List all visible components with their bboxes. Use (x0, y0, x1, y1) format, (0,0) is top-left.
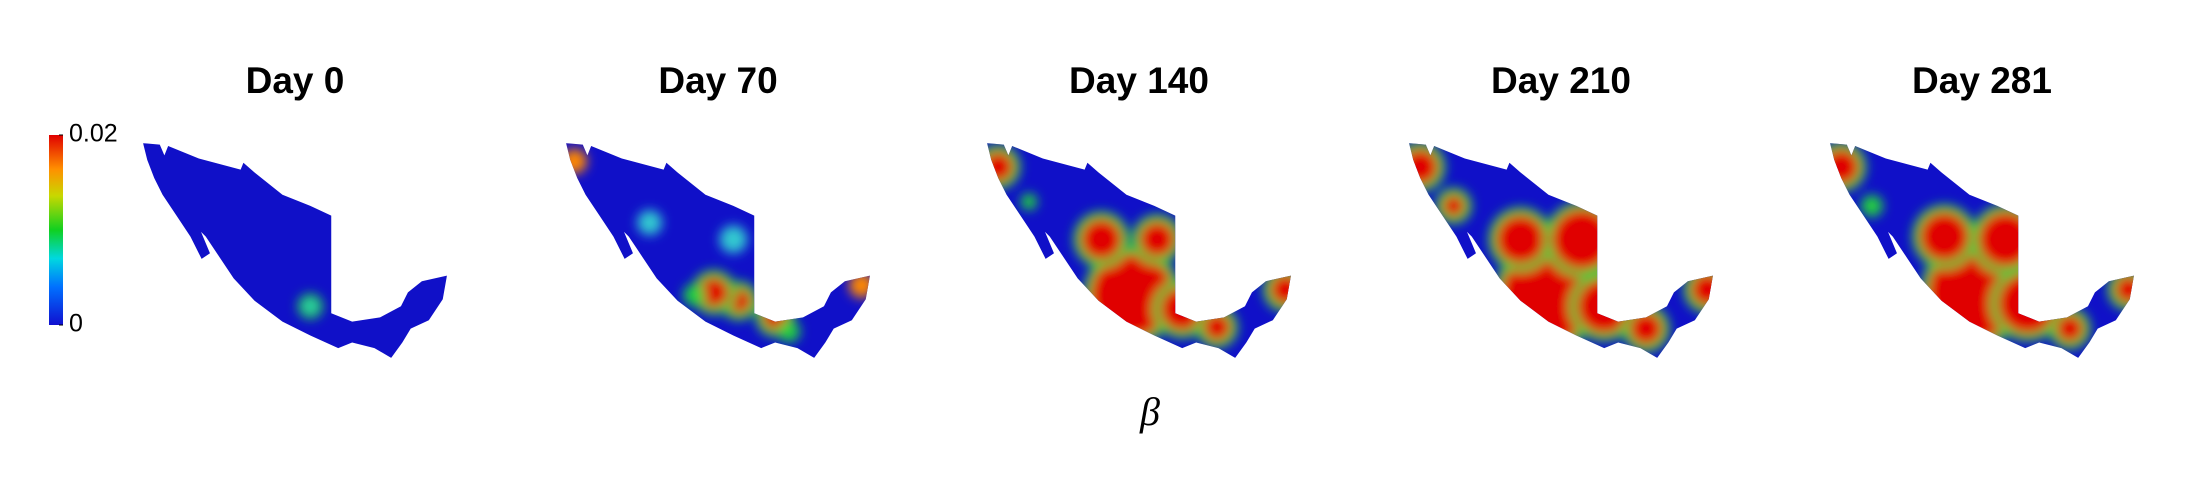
colorbar (49, 135, 63, 325)
panel-title: Day 0 (246, 60, 345, 101)
heat-blob (304, 300, 316, 312)
map-base (566, 143, 870, 358)
map (566, 143, 870, 358)
map (143, 143, 447, 358)
map-base (143, 143, 447, 358)
heat-blob (2114, 275, 2134, 304)
heat-blob (1080, 218, 1123, 261)
map (1830, 143, 2134, 358)
x-label: β (1139, 389, 1160, 434)
heat-blob (1919, 211, 1970, 262)
heat (297, 293, 323, 319)
heat-blob (1139, 221, 1176, 258)
heat-blob (683, 283, 706, 307)
heat-blob (1495, 214, 1546, 265)
map-fill (566, 143, 870, 358)
colorbar-tick-label: 0 (69, 310, 83, 338)
heat-blob (1629, 311, 1663, 346)
heat-blob (1551, 208, 1613, 271)
panel-title: Day 281 (1912, 60, 2052, 101)
map (1409, 143, 1713, 358)
heat-blob (1860, 194, 1884, 218)
heat-blob (987, 151, 1014, 183)
map-fill (987, 143, 1291, 358)
heat-blob (1442, 194, 1465, 218)
map-fill (143, 143, 447, 358)
heat-blob (2055, 314, 2084, 343)
heat-blob (1690, 272, 1713, 307)
heat-blob (566, 148, 587, 174)
map-fill (1409, 143, 1713, 358)
colorbar-tick-label: 0.02 (69, 120, 118, 148)
heat-blob (719, 225, 748, 254)
heat-blob (1830, 148, 1860, 186)
map (987, 143, 1291, 358)
heat-blob (698, 277, 730, 308)
heat-blob (637, 210, 663, 236)
heat-blob (1409, 148, 1439, 186)
heat-blob (1270, 274, 1291, 305)
heat-blob (849, 272, 870, 298)
heat-blob (777, 320, 801, 343)
heat-blob (1020, 193, 1038, 211)
heat-blob (1977, 211, 2034, 268)
panel-title: Day 140 (1069, 60, 1209, 101)
panel-title: Day 70 (658, 60, 777, 101)
heat-blob (1203, 313, 1232, 342)
map-fill (1830, 143, 2134, 358)
panel-title: Day 210 (1491, 60, 1631, 101)
